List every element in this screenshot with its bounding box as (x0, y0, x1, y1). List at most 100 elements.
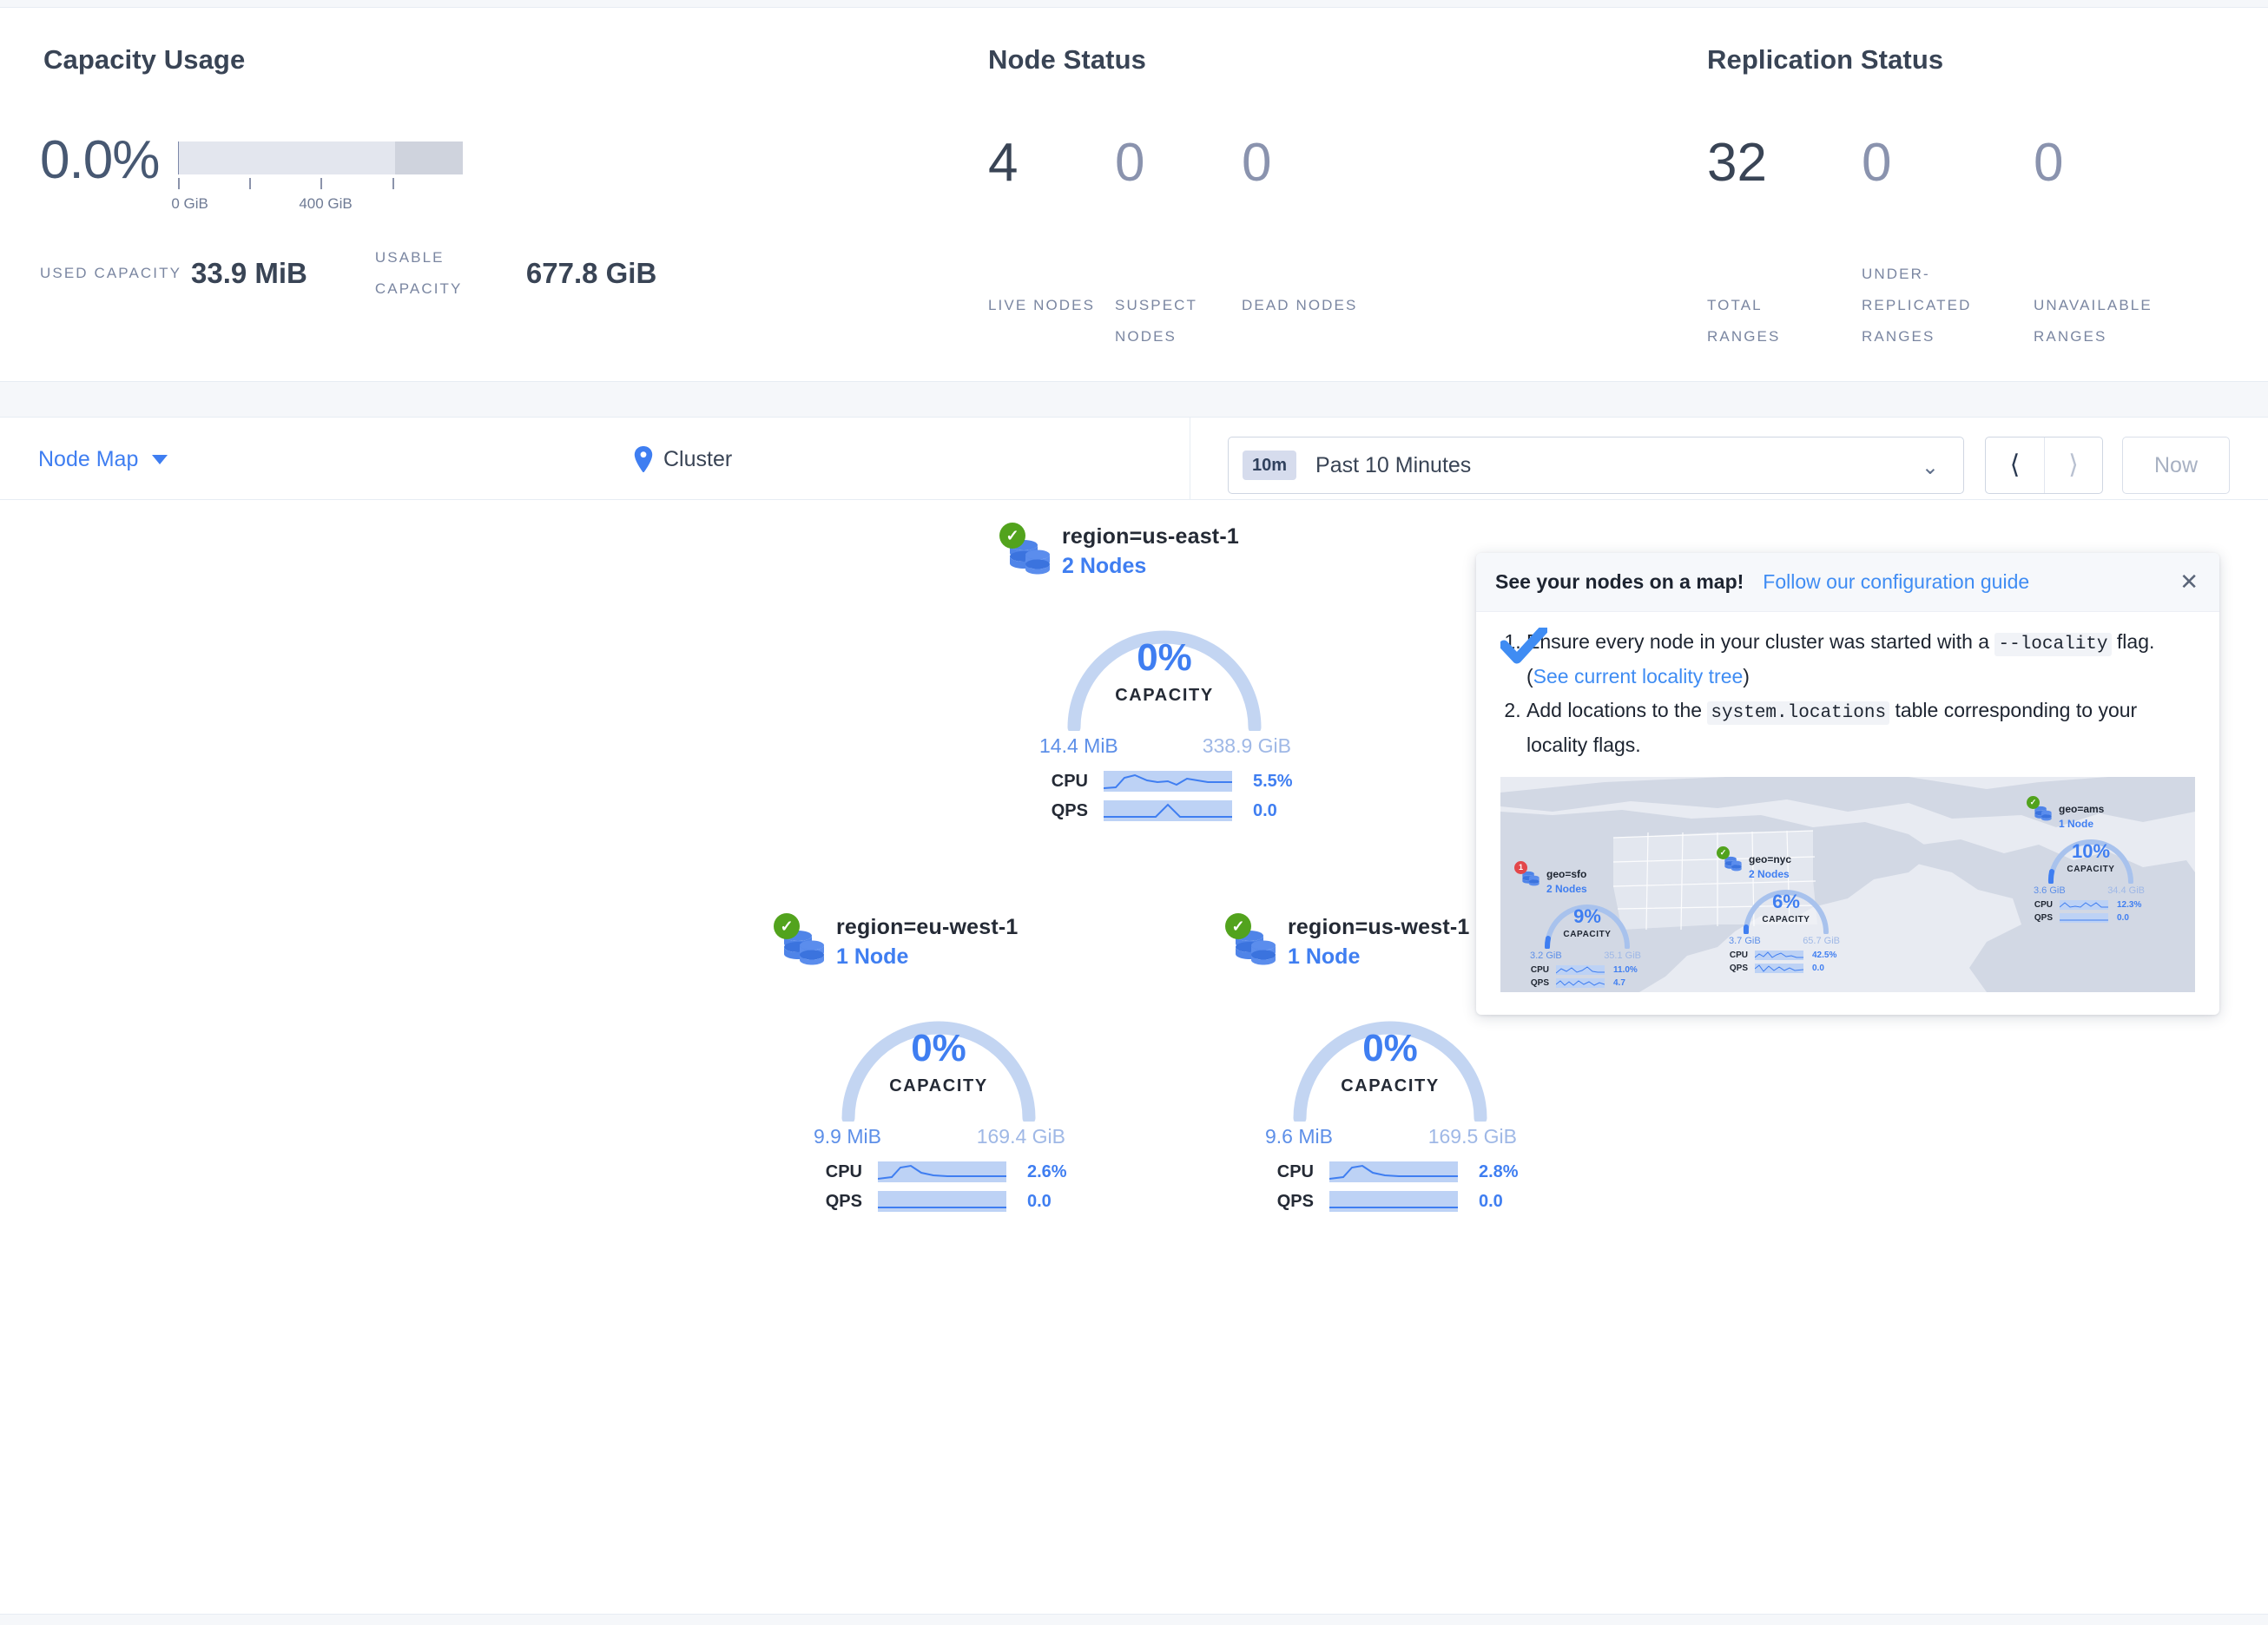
locality-card-eu-west-1[interactable]: ✓ region=eu-west-1 1 Node (774, 913, 1229, 1216)
metric-value: 0.0 (1253, 800, 1277, 820)
preview-metric-value: 0.0 (2117, 913, 2129, 923)
metric-label: QPS (1276, 1191, 1314, 1211)
capacity-usage-title: Capacity Usage (43, 44, 246, 75)
close-icon[interactable]: ✕ (2179, 569, 2199, 595)
preview-capacity-caption: CAPACITY (1563, 930, 1612, 939)
preview-metric-label: QPS (1530, 978, 1549, 988)
capacity-percent: 0.0% (40, 130, 160, 190)
unavailable-ranges-label: UNAVAILABLE RANGES (2034, 297, 2153, 345)
preview-capacity-percent: 9% (1573, 905, 1601, 927)
breadcrumb[interactable]: Cluster (634, 418, 732, 501)
capacity-gauge: 0.0% 0 GiB 400 GiB (40, 130, 464, 214)
capacity-arc-gauge: 0% CAPACITY (1269, 993, 1512, 1122)
metric-label: CPU (1276, 1161, 1314, 1181)
preview-capacity-caption: CAPACITY (2067, 865, 2115, 874)
capacity-bar-overflow (395, 141, 464, 174)
capacity-tick (178, 178, 181, 189)
usable-capacity-value: 677.8 GiB (525, 257, 657, 289)
capacity-tick-label: 400 GiB (299, 195, 353, 212)
preview-metric-value: 4.7 (1613, 978, 1625, 988)
capacity-bar-wrap: 0 GiB 400 GiB (171, 141, 464, 214)
preview-node-name: geo=ams (2059, 803, 2105, 815)
locality-node-count: 1 Node (836, 944, 909, 969)
locality-name: region=us-east-1 (1062, 524, 1239, 549)
qps-sparkline (2060, 913, 2108, 923)
preview-metric-label: QPS (1729, 964, 1748, 973)
time-prev-button[interactable]: ⟨ (1986, 438, 2044, 493)
now-button[interactable]: Now (2122, 437, 2230, 494)
locality-header: ✓ region=us-east-1 2 Nodes (999, 523, 1454, 592)
database-stack-icon: ✓ (999, 523, 1057, 582)
preview-node-header: 1 (1514, 861, 1641, 895)
time-next-button[interactable]: ⟩ (2044, 438, 2102, 493)
preview-capacity-numbers: 3.7 GiB 65.7 GiB (1729, 936, 1840, 946)
time-range-select[interactable]: 10m Past 10 Minutes ⌄ (1228, 437, 1964, 494)
capacity-bar (178, 141, 464, 174)
map-pin-icon (634, 446, 653, 472)
preview-metric-row: QPS 0.0 (2032, 911, 2145, 924)
cpu-sparkline (1556, 965, 1605, 975)
locality-header-text: region=eu-west-1 1 Node (836, 915, 1019, 970)
preview-node-header: ✓ (2027, 796, 2145, 830)
node-map-preview-image: 1 (1500, 777, 2195, 992)
tooltip-steps: Ensure every node in your cluster was st… (1500, 626, 2195, 761)
step1-text-a: Ensure every node in your cluster was st… (1526, 630, 1995, 653)
metric-value: 2.8% (1479, 1161, 1519, 1181)
capacity-total: 169.4 GiB (976, 1125, 1065, 1148)
view-selector-label: Node Map (38, 446, 139, 471)
locality-name: region=us-west-1 (1288, 915, 1470, 939)
preview-metric-value: 42.5% (1812, 951, 1837, 960)
used-capacity-value: 33.9 MiB (191, 257, 307, 289)
breadcrumb-label: Cluster (663, 446, 733, 471)
preview-node-text: geo=ams 1 Node (2059, 801, 2104, 830)
preview-node-header: ✓ (1717, 846, 1840, 880)
live-nodes-value: 4 (988, 133, 1019, 193)
page-bottom-strip (0, 1615, 2268, 1625)
status-error-icon: 1 (1514, 861, 1527, 874)
locality-card-us-west-1[interactable]: ✓ region=us-west-1 1 Node (1225, 913, 1680, 1216)
configuration-guide-link[interactable]: Follow our configuration guide (1763, 570, 2030, 593)
used-capacity-label: USED CAPACITY (40, 265, 182, 281)
cpu-sparkline (1104, 771, 1232, 792)
dead-nodes-value: 0 (1242, 133, 1272, 193)
total-ranges-value: 32 (1707, 133, 1767, 193)
under-replicated-ranges-value: 0 (1862, 133, 1892, 193)
metric-row: QPS 0.0 (1265, 1187, 1526, 1216)
locality-header-text: region=us-west-1 1 Node (1288, 915, 1470, 970)
unavailable-ranges-value: 0 (2034, 133, 2064, 193)
preview-capacity-used: 3.2 GiB (1530, 951, 1562, 961)
preview-capacity-caption: CAPACITY (1762, 915, 1810, 924)
preview-node-count: 2 Nodes (1749, 868, 1790, 880)
metric-value: 5.5% (1253, 771, 1293, 791)
metric-row: CPU 2.8% (1265, 1157, 1526, 1187)
suspect-nodes-label: SUSPECT NODES (1115, 297, 1197, 345)
status-ok-icon: ✓ (999, 523, 1025, 549)
capacity-stats: USED CAPACITY 33.9 MiB USABLE CAPACITY 6… (40, 242, 656, 305)
metric-value: 0.0 (1027, 1191, 1052, 1211)
capacity-total: 169.5 GiB (1427, 1125, 1517, 1148)
tooltip-step-2: Add locations to the system.locations ta… (1526, 694, 2195, 761)
capacity-tick-label: 0 GiB (171, 195, 208, 212)
locality-tree-link[interactable]: See current locality tree (1533, 665, 1744, 688)
metric-rows: CPU 2.8% QPS 0.0 (1265, 1157, 1526, 1216)
locality-header: ✓ region=eu-west-1 1 Node (774, 913, 1229, 983)
capacity-usage-panel: Capacity Usage 0.0% 0 GiB (0, 8, 988, 381)
step2-text-a: Add locations to the (1526, 699, 1708, 721)
preview-node-count: 2 Nodes (1546, 883, 1587, 895)
locality-card-us-east-1[interactable]: ✓ region=us-east-1 2 Nodes (999, 523, 1454, 826)
preview-node-name: geo=nyc (1749, 853, 1792, 865)
preview-capacity-percent: 6% (1772, 891, 1800, 912)
metric-value: 0.0 (1479, 1191, 1503, 1211)
system-locations-code: system.locations (1707, 701, 1890, 725)
capacity-ticks (178, 178, 463, 190)
locality-node-count: 1 Node (1288, 944, 1361, 969)
capacity-tick (392, 178, 395, 189)
status-ok-icon: ✓ (774, 913, 800, 939)
capacity-arc-gauge: 0% CAPACITY (1043, 602, 1286, 731)
view-selector-dropdown[interactable]: Node Map (38, 418, 168, 501)
qps-sparkline (1104, 800, 1232, 821)
time-nav-group: ⟨ ⟩ (1985, 437, 2103, 494)
preview-metric-label: QPS (2034, 913, 2053, 923)
database-stack-icon: ✓ (774, 913, 831, 972)
cpu-sparkline (878, 1161, 1006, 1182)
